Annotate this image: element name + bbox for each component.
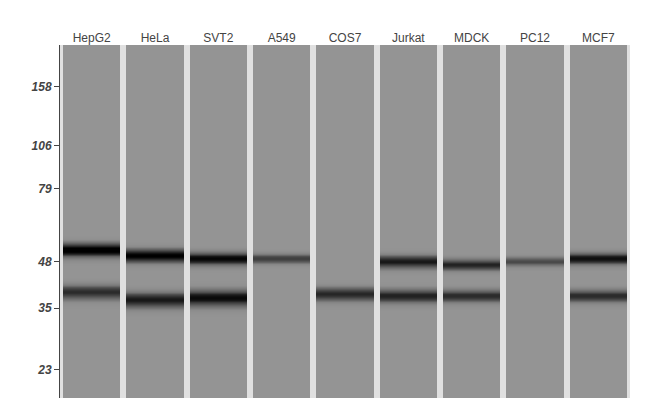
svg-text:48: 48 — [37, 255, 52, 269]
svg-text:MDCK: MDCK — [454, 31, 489, 45]
svg-text:SVT2: SVT2 — [203, 31, 233, 45]
svg-text:106: 106 — [32, 139, 52, 153]
svg-text:HepG2: HepG2 — [73, 31, 111, 45]
svg-text:MCF7: MCF7 — [582, 31, 615, 45]
svg-text:HeLa: HeLa — [141, 31, 170, 45]
svg-text:Jurkat: Jurkat — [392, 31, 425, 45]
svg-text:COS7: COS7 — [329, 31, 362, 45]
svg-text:79: 79 — [38, 182, 52, 196]
svg-text:A549: A549 — [268, 31, 296, 45]
svg-text:35: 35 — [38, 301, 52, 315]
svg-text:PC12: PC12 — [520, 31, 550, 45]
svg-text:158: 158 — [32, 80, 52, 94]
svg-text:23: 23 — [37, 363, 52, 377]
